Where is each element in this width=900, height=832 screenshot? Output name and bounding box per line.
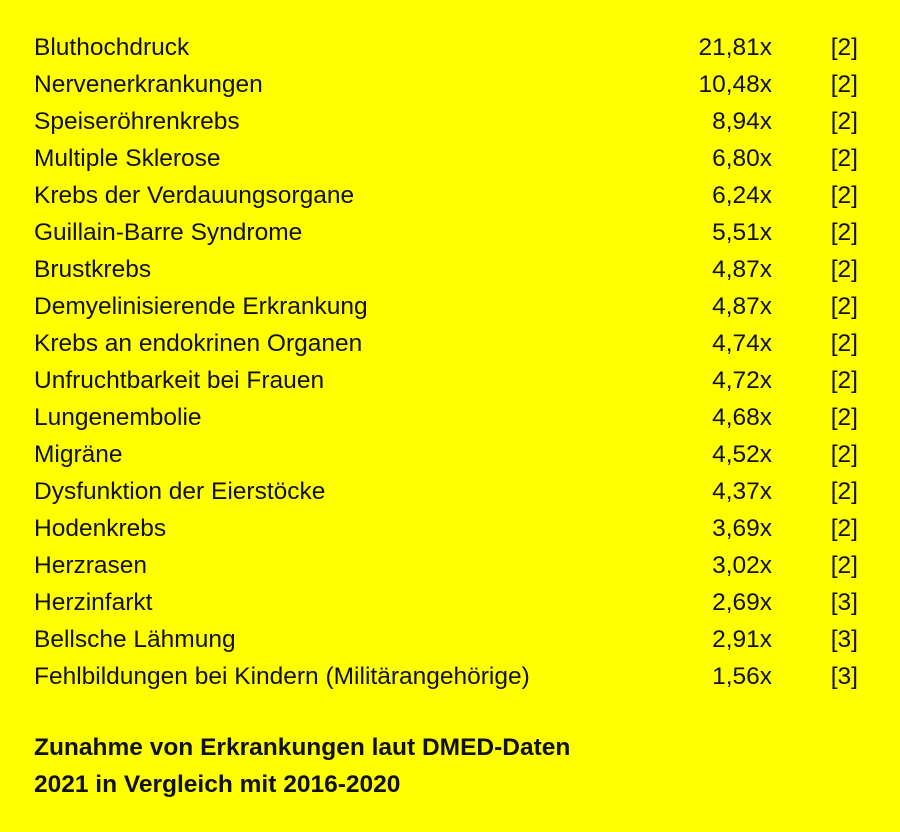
increase-factor: 4,74x [712, 330, 772, 357]
increase-factor: 2,69x [712, 589, 772, 616]
table-row: Multiple Sklerose 6,80x [2] [34, 140, 862, 177]
table-row: Guillain-Barre Syndrome 5,51x [2] [34, 214, 862, 251]
increase-factor: 4,68x [712, 404, 772, 431]
disease-name: Bluthochdruck [34, 34, 190, 61]
source-reference: [2] [830, 552, 858, 579]
disease-name: Unfruchtbarkeit bei Frauen [34, 367, 325, 394]
disease-name: Speiseröhrenkrebs [34, 108, 240, 135]
source-reference: [2] [830, 330, 858, 357]
increase-factor: 4,37x [712, 478, 772, 505]
source-reference: [2] [830, 108, 858, 135]
increase-factor: 4,52x [712, 441, 772, 468]
increase-factor: 6,80x [712, 145, 772, 172]
source-reference: [2] [830, 182, 858, 209]
increase-factor: 10,48x [698, 71, 772, 98]
table-row: Unfruchtbarkeit bei Frauen 4,72x [2] [34, 362, 862, 399]
source-reference: [2] [830, 256, 858, 283]
increase-factor: 5,51x [712, 219, 772, 246]
disease-name: Herzrasen [34, 552, 148, 579]
increase-factor: 4,87x [712, 293, 772, 320]
table-row: Speiseröhrenkrebs 8,94x [2] [34, 103, 862, 140]
source-reference: [3] [830, 663, 858, 690]
disease-name: Herzinfarkt [34, 589, 153, 616]
disease-name: Migräne [34, 441, 123, 468]
source-reference: [2] [830, 293, 858, 320]
disease-name: Nervenerkrankungen [34, 71, 263, 98]
disease-name: Guillain-Barre Syndrome [34, 219, 303, 246]
disease-name: Demyelinisierende Erkrankung [34, 293, 368, 320]
caption-line-1: Zunahme von Erkrankungen laut DMED-Daten [34, 734, 571, 761]
table-row: Herzinfarkt 2,69x [3] [34, 584, 862, 621]
source-reference: [2] [830, 34, 858, 61]
table-row: Krebs der Verdauungsorgane 6,24x [2] [34, 177, 862, 214]
source-reference: [2] [830, 404, 858, 431]
table-row: Bellsche Lähmung 2,91x [3] [34, 621, 862, 658]
disease-name: Lungenembolie [34, 404, 202, 431]
disease-name: Fehlbildungen bei Kindern (Militärangehö… [34, 663, 530, 690]
increase-factor: 8,94x [712, 108, 772, 135]
disease-name: Krebs an endokrinen Organen [34, 330, 363, 357]
source-reference: [2] [830, 515, 858, 542]
table-row: Demyelinisierende Erkrankung 4,87x [2] [34, 288, 862, 325]
source-reference: [2] [830, 219, 858, 246]
disease-name: Dysfunktion der Eierstöcke [34, 478, 326, 505]
table-row: Herzrasen 3,02x [2] [34, 547, 862, 584]
source-reference: [2] [830, 145, 858, 172]
table-row: Dysfunktion der Eierstöcke 4,37x [2] [34, 473, 862, 510]
table-row: Hodenkrebs 3,69x [2] [34, 510, 862, 547]
table-row: Bluthochdruck 21,81x [2] [34, 29, 862, 66]
table-row: Lungenembolie 4,68x [2] [34, 399, 862, 436]
disease-name: Bellsche Lähmung [34, 626, 236, 653]
increase-factor: 4,87x [712, 256, 772, 283]
table-row: Migräne 4,52x [2] [34, 436, 862, 473]
disease-name: Multiple Sklerose [34, 145, 221, 172]
increase-factor: 3,02x [712, 552, 772, 579]
increase-factor: 2,91x [712, 626, 772, 653]
disease-table: Bluthochdruck 21,81x [2] Nervenerkrankungen… [34, 29, 862, 695]
disease-name: Krebs der Verdauungsorgane [34, 182, 355, 209]
source-reference: [2] [830, 441, 858, 468]
increase-factor: 4,72x [712, 367, 772, 394]
source-reference: [3] [830, 589, 858, 616]
source-reference: [2] [830, 478, 858, 505]
table-row: Brustkrebs 4,87x [2] [34, 251, 862, 288]
increase-factor: 3,69x [712, 515, 772, 542]
increase-factor: 21,81x [698, 34, 772, 61]
caption: Zunahme von Erkrankungen laut DMED-Daten… [34, 729, 570, 803]
disease-name: Brustkrebs [34, 256, 152, 283]
source-reference: [2] [830, 367, 858, 394]
source-reference: [2] [830, 71, 858, 98]
table-row: Nervenerkrankungen 10,48x [2] [34, 66, 862, 103]
increase-factor: 6,24x [712, 182, 772, 209]
source-reference: [3] [830, 626, 858, 653]
table-row: Krebs an endokrinen Organen 4,74x [2] [34, 325, 862, 362]
increase-factor: 1,56x [712, 663, 772, 690]
table-row: Fehlbildungen bei Kindern (Militärangehö… [34, 658, 862, 695]
caption-line-2: 2021 in Vergleich mit 2016-2020 [34, 771, 401, 798]
disease-name: Hodenkrebs [34, 515, 167, 542]
